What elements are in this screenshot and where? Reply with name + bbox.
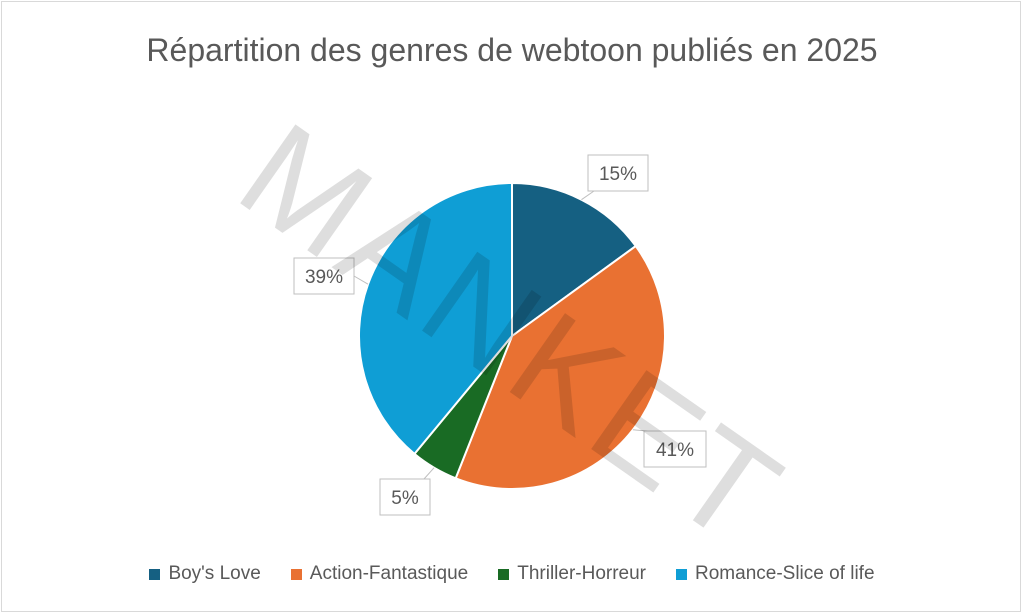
- data-label-1: 15%: [599, 164, 637, 185]
- legend: Boy's Love Action-Fantastique Thriller-Hor…: [0, 559, 1024, 589]
- legend-item-2: Action-Fantastique: [290, 563, 469, 585]
- pie-slice-4: [358, 181, 513, 456]
- data-label-box-1: [587, 154, 649, 192]
- legend-swatch: [676, 568, 688, 580]
- data-label-2: 41%: [656, 440, 694, 461]
- data-label-4: 39%: [305, 267, 343, 288]
- legend-label: Romance-Slice of life: [695, 563, 875, 584]
- data-label-box-4: [293, 257, 355, 295]
- legend-item-3: Thriller-Horreur: [498, 563, 646, 585]
- legend-label: Thriller-Horreur: [517, 563, 647, 584]
- legend-swatch: [149, 568, 161, 580]
- legend-label: Boy's Love: [168, 563, 261, 584]
- legend-item-1: Boy's Love: [149, 563, 261, 585]
- label-leader-3: [423, 467, 435, 480]
- data-label-box-3: [379, 478, 431, 516]
- pie-slice-2: [454, 244, 666, 490]
- legend-label: Action-Fantastique: [309, 563, 469, 584]
- data-label-box-2: [643, 430, 707, 468]
- chart-title: Répartition des genres de webtoon publié…: [146, 32, 878, 68]
- label-leader-4: [353, 275, 369, 285]
- legend-swatch: [498, 568, 510, 580]
- data-label-3: 5%: [391, 488, 419, 509]
- legend-item-4: Romance-Slice of life: [676, 563, 875, 585]
- label-leader-1: [581, 190, 595, 201]
- legend-swatch: [290, 568, 302, 580]
